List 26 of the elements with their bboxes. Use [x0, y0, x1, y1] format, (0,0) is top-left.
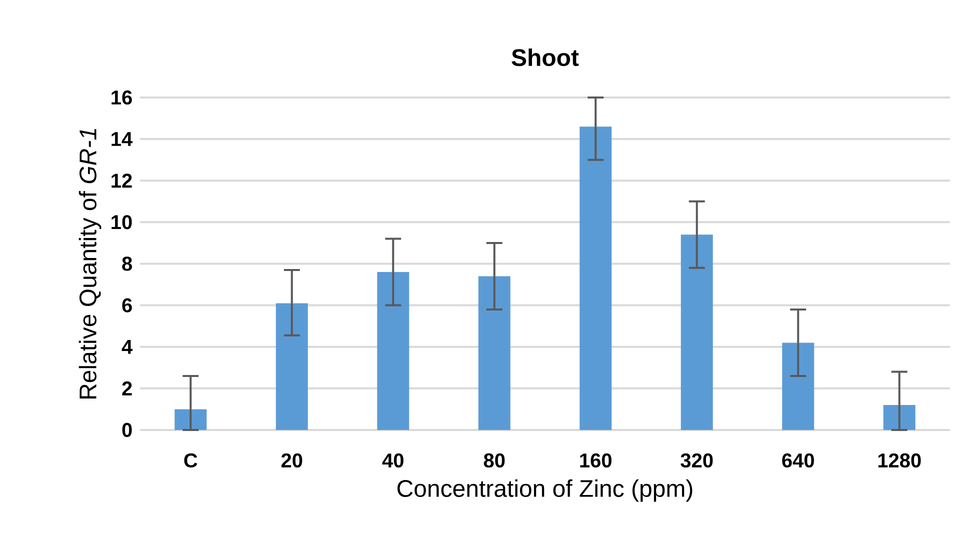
y-tick-label: 8: [122, 256, 132, 271]
x-tick-label: 640: [782, 453, 814, 468]
y-tick-label: 14: [112, 132, 133, 146]
y-tick-label: 4: [122, 340, 133, 354]
y-tick-label: 10: [112, 215, 132, 230]
y-tick-label: 6: [122, 298, 132, 312]
x-axis-title: Concentration of Zinc (ppm): [397, 479, 692, 502]
y-tick-label: 12: [112, 174, 132, 188]
x-tick-label: 40: [382, 453, 404, 468]
x-tick-label: 80: [484, 453, 505, 468]
x-tick-label: 20: [281, 453, 302, 468]
x-tick-label: 160: [580, 453, 612, 468]
bar: [478, 276, 510, 430]
y-tick-label: 16: [112, 90, 132, 105]
x-tick-label: C: [184, 453, 198, 468]
y-axis-title: Relative Quantity of GR-1: [78, 129, 102, 398]
x-tick-label: 320: [680, 453, 713, 468]
bar: [782, 342, 814, 430]
y-tick-label: 2: [122, 381, 132, 396]
y-tick-label: 0: [122, 422, 132, 438]
x-tick-label: 1280: [878, 453, 921, 468]
bar: [276, 303, 308, 430]
bar: [680, 234, 713, 430]
bar: [377, 272, 410, 430]
chart-title: Shoot: [512, 48, 579, 66]
bar: [580, 126, 612, 430]
